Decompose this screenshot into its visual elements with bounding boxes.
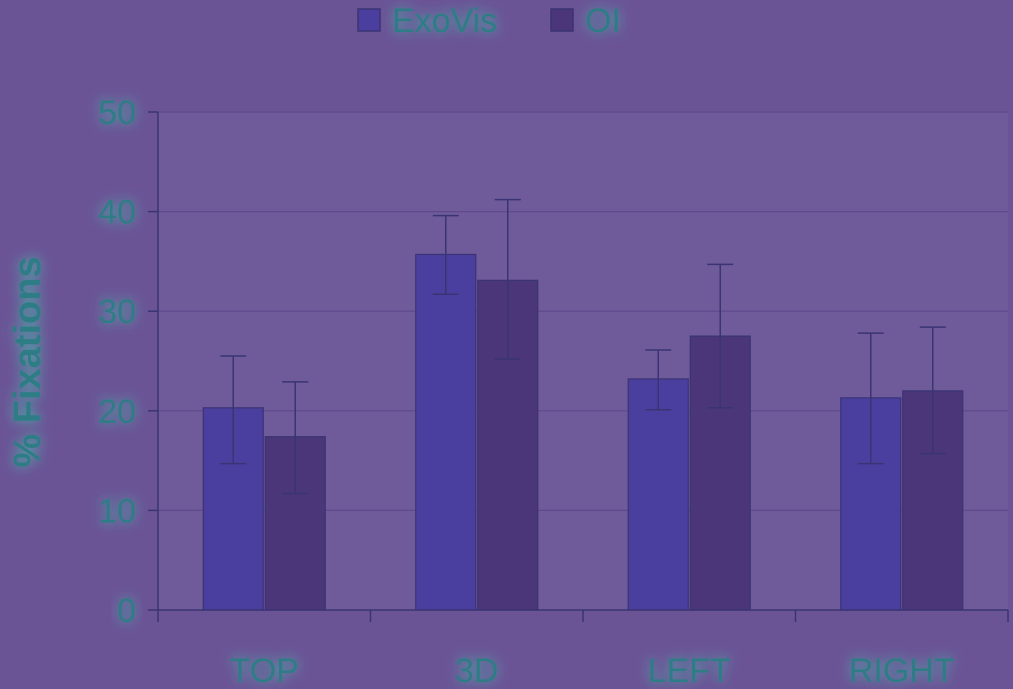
category-label-right: RIGHT bbox=[849, 652, 955, 689]
bar-exovis-left bbox=[627, 378, 689, 611]
legend-swatch-exovis bbox=[357, 8, 381, 32]
y-axis-title: % Fixations bbox=[7, 256, 49, 467]
legend: ExoVis OI bbox=[357, 2, 621, 40]
y-tick-label: 20 bbox=[98, 393, 136, 431]
axes bbox=[148, 111, 1009, 622]
y-tick-labels: 0 10 20 30 40 50 bbox=[98, 94, 136, 630]
error-bars bbox=[220, 198, 946, 495]
error-bar-exovis-right bbox=[857, 332, 884, 465]
y-tick-label: 50 bbox=[98, 94, 136, 132]
legend-label-oi: OI bbox=[585, 2, 621, 40]
category-label-3d: 3D bbox=[455, 652, 498, 689]
y-tick-label: 0 bbox=[117, 592, 136, 630]
error-bar-exovis-left bbox=[645, 349, 672, 411]
legend-swatch-oi bbox=[550, 8, 574, 32]
category-label-top: TOP bbox=[230, 652, 299, 689]
error-bar-oi-right bbox=[919, 326, 946, 455]
error-bar-oi-left bbox=[707, 263, 734, 409]
y-tick-label: 40 bbox=[98, 194, 136, 232]
error-bar-exovis-top bbox=[220, 355, 247, 465]
bar-exovis-3d bbox=[415, 253, 477, 611]
error-bar-oi-top bbox=[282, 381, 309, 495]
bar-oi-3d bbox=[477, 279, 539, 611]
legend-label-exovis: ExoVis bbox=[392, 2, 497, 40]
category-labels: TOP 3D LEFT RIGHT bbox=[230, 652, 955, 689]
y-tick-label: 10 bbox=[98, 492, 136, 530]
y-tick-label: 30 bbox=[98, 293, 136, 331]
category-label-left: LEFT bbox=[648, 652, 731, 689]
error-bar-oi-3d bbox=[494, 198, 521, 360]
error-bar-exovis-3d bbox=[432, 214, 459, 296]
